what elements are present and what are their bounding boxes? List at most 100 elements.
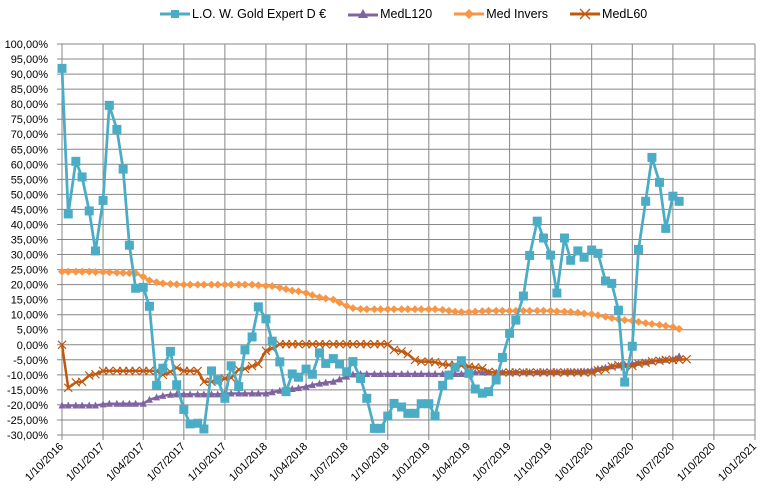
data-point: [511, 315, 521, 325]
data-point: [519, 306, 528, 315]
data-point: [125, 269, 134, 278]
data-point: [199, 424, 209, 434]
y-tick-label: 15,00%: [11, 295, 49, 307]
x-tick-label: 1/04/2018: [267, 441, 310, 484]
data-point: [539, 368, 548, 377]
data-point: [179, 366, 189, 376]
data-point: [64, 267, 73, 276]
data-point: [131, 366, 141, 376]
data-point: [457, 307, 466, 316]
data-point: [342, 301, 351, 310]
data-point: [573, 308, 582, 317]
data-point: [451, 307, 460, 316]
data-point: [207, 280, 216, 289]
data-point: [377, 369, 385, 377]
data-point: [634, 317, 643, 326]
data-point: [431, 305, 440, 314]
x-tick-label: 1/07/2019: [471, 441, 514, 484]
data-point: [675, 324, 684, 333]
data-point: [505, 306, 514, 315]
data-point: [58, 267, 66, 276]
data-point: [376, 305, 385, 314]
y-tick-label: -15,00%: [7, 385, 48, 397]
data-point: [193, 418, 203, 428]
x-tick-label: 1/04/2020: [593, 441, 636, 484]
data-point: [240, 345, 250, 355]
data-point: [112, 268, 121, 277]
data-point: [403, 408, 413, 418]
data-point: [470, 384, 480, 394]
data-point: [58, 401, 66, 409]
x-tick-label: 1/10/2017: [186, 441, 229, 484]
data-point: [580, 309, 589, 318]
data-point: [430, 357, 440, 367]
y-tick-label: 60,00%: [11, 159, 49, 171]
data-point: [321, 294, 330, 303]
data-point: [613, 305, 623, 315]
data-point: [383, 305, 392, 314]
data-point: [307, 339, 317, 349]
data-point: [179, 280, 188, 289]
data-point: [329, 295, 338, 304]
x-tick-label: 1/10/2016: [23, 441, 66, 484]
data-point: [261, 346, 271, 356]
data-point: [431, 369, 439, 377]
data-point: [220, 280, 229, 289]
data-point: [389, 345, 399, 355]
data-point: [579, 252, 589, 262]
data-point: [410, 305, 419, 314]
data-point: [321, 339, 331, 349]
x-marker-icon: [570, 8, 601, 20]
data-point: [185, 419, 195, 429]
data-point: [152, 278, 161, 287]
data-point: [444, 306, 453, 315]
y-tick-label: 20,00%: [11, 280, 49, 292]
data-point: [464, 307, 473, 316]
x-tick-label: 1/10/2018: [349, 441, 392, 484]
y-tick-label: 100,00%: [5, 39, 49, 51]
data-point: [247, 332, 257, 342]
data-point: [91, 369, 100, 379]
y-tick-label: 90,00%: [11, 69, 49, 81]
data-point: [254, 281, 263, 290]
data-point: [668, 323, 677, 332]
data-point: [301, 364, 311, 374]
y-tick-label: 10,00%: [11, 310, 49, 322]
data-point: [193, 366, 203, 376]
gridlines: [57, 43, 756, 440]
data-point: [559, 233, 569, 243]
data-point: [417, 305, 426, 314]
legend-item-medl120: MedL120: [348, 7, 432, 21]
data-point: [620, 316, 629, 325]
data-point: [186, 280, 195, 289]
data-point: [601, 312, 610, 321]
data-point: [119, 268, 128, 277]
data-point: [647, 320, 656, 329]
data-point: [498, 306, 507, 315]
data-point: [63, 209, 73, 219]
data-point: [674, 355, 684, 365]
data-point: [464, 368, 474, 378]
data-point: [573, 246, 583, 256]
y-tick-label: 70,00%: [11, 129, 49, 141]
data-point: [91, 267, 100, 276]
data-point: [492, 306, 501, 315]
data-point: [275, 339, 285, 349]
data-point: [471, 307, 480, 316]
data-point: [383, 411, 393, 421]
data-point: [641, 196, 651, 206]
data-point: [253, 302, 263, 312]
data-point: [295, 384, 303, 392]
data-point: [85, 267, 94, 276]
data-point: [593, 311, 602, 320]
data-point: [661, 223, 671, 233]
data-point: [627, 341, 637, 351]
data-point: [370, 369, 378, 377]
data-point: [348, 304, 357, 313]
y-tick-label: 35,00%: [11, 235, 49, 247]
data-point: [477, 363, 487, 373]
series-l-o-w-gold-expert-d: [57, 63, 684, 434]
data-point: [376, 423, 386, 433]
data-point: [533, 306, 542, 315]
